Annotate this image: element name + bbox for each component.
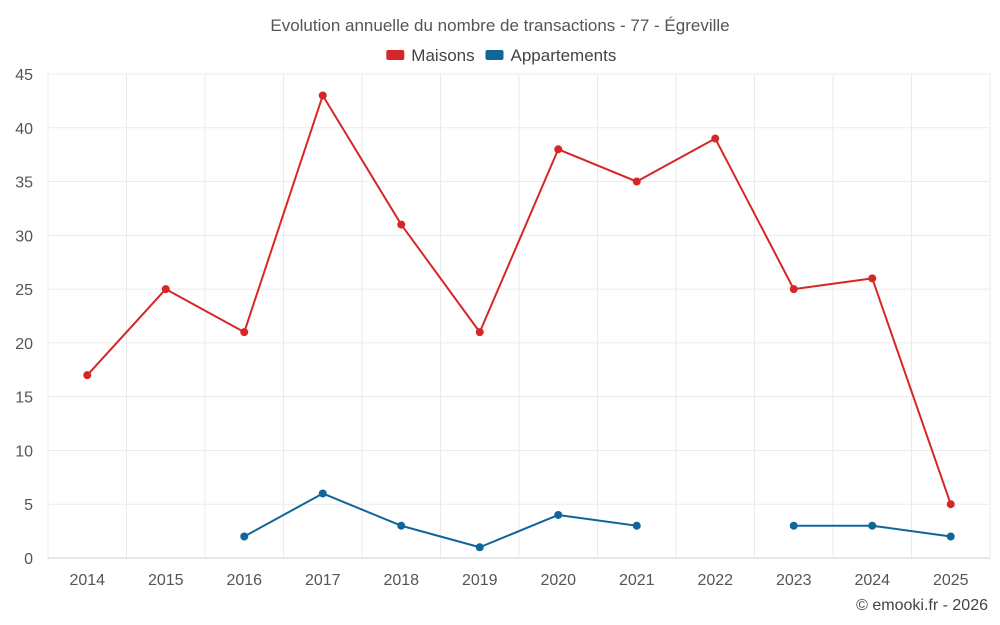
x-tick-label: 2024 xyxy=(854,572,890,589)
chart-title: Evolution annuelle du nombre de transact… xyxy=(270,16,729,35)
data-point[interactable] xyxy=(318,91,327,100)
y-tick-label: 25 xyxy=(15,282,33,299)
data-point[interactable] xyxy=(554,145,563,154)
data-point[interactable] xyxy=(711,134,720,143)
y-tick-label: 0 xyxy=(24,551,33,568)
x-tick-label: 2022 xyxy=(697,572,733,589)
x-tick-label: 2019 xyxy=(462,572,498,589)
data-point[interactable] xyxy=(83,371,92,380)
legend-label: Appartements xyxy=(511,46,617,65)
data-point[interactable] xyxy=(789,285,798,294)
data-point[interactable] xyxy=(475,328,484,337)
series-line xyxy=(86,94,952,505)
y-tick-label: 45 xyxy=(15,67,33,84)
legend-item-maisons[interactable]: Maisons xyxy=(386,46,475,65)
data-point[interactable] xyxy=(868,274,877,283)
data-point[interactable] xyxy=(240,328,249,337)
data-point[interactable] xyxy=(318,489,327,498)
data-point[interactable] xyxy=(397,521,406,530)
data-point[interactable] xyxy=(475,543,484,552)
series-maisons xyxy=(83,91,955,509)
legend-label: Maisons xyxy=(411,46,474,65)
y-tick-label: 30 xyxy=(15,228,33,245)
x-axis: 2014 2015 2016 2017 2018 2019 2020 2021 2022 2023… xyxy=(69,572,968,589)
legend: Maisons Appartements xyxy=(386,46,616,65)
x-tick-label: 2015 xyxy=(148,572,184,589)
y-tick-label: 15 xyxy=(15,390,33,407)
data-point[interactable] xyxy=(397,220,406,229)
data-point[interactable] xyxy=(554,510,563,519)
grid xyxy=(47,73,991,559)
x-tick-label: 2014 xyxy=(69,572,105,589)
x-tick-label: 2020 xyxy=(540,572,576,589)
x-tick-label: 2023 xyxy=(776,572,812,589)
series-line xyxy=(243,492,637,549)
data-point[interactable] xyxy=(240,532,249,541)
x-tick-label: 2018 xyxy=(383,572,419,589)
legend-swatch xyxy=(386,50,405,60)
y-tick-label: 5 xyxy=(24,497,33,514)
x-tick-label: 2021 xyxy=(619,572,655,589)
data-point[interactable] xyxy=(868,521,877,530)
x-tick-label: 2025 xyxy=(933,572,969,589)
x-tick-label: 2017 xyxy=(305,572,341,589)
legend-swatch xyxy=(485,50,504,60)
series-appartements xyxy=(240,489,955,552)
data-point[interactable] xyxy=(632,177,641,186)
data-point[interactable] xyxy=(946,532,955,541)
y-axis: 0 5 10 15 20 25 30 35 40 45 xyxy=(15,67,33,568)
credit-text: © emooki.fr - 2026 xyxy=(856,597,988,614)
data-point[interactable] xyxy=(789,521,798,530)
series-layer xyxy=(83,91,955,552)
data-point[interactable] xyxy=(161,285,170,294)
y-tick-label: 10 xyxy=(15,443,33,460)
data-point[interactable] xyxy=(946,500,955,509)
y-tick-label: 40 xyxy=(15,121,33,138)
y-tick-label: 35 xyxy=(15,175,33,192)
x-tick-label: 2016 xyxy=(226,572,262,589)
data-point[interactable] xyxy=(632,521,641,530)
y-tick-label: 20 xyxy=(15,336,33,353)
legend-item-appartements[interactable]: Appartements xyxy=(485,46,617,65)
